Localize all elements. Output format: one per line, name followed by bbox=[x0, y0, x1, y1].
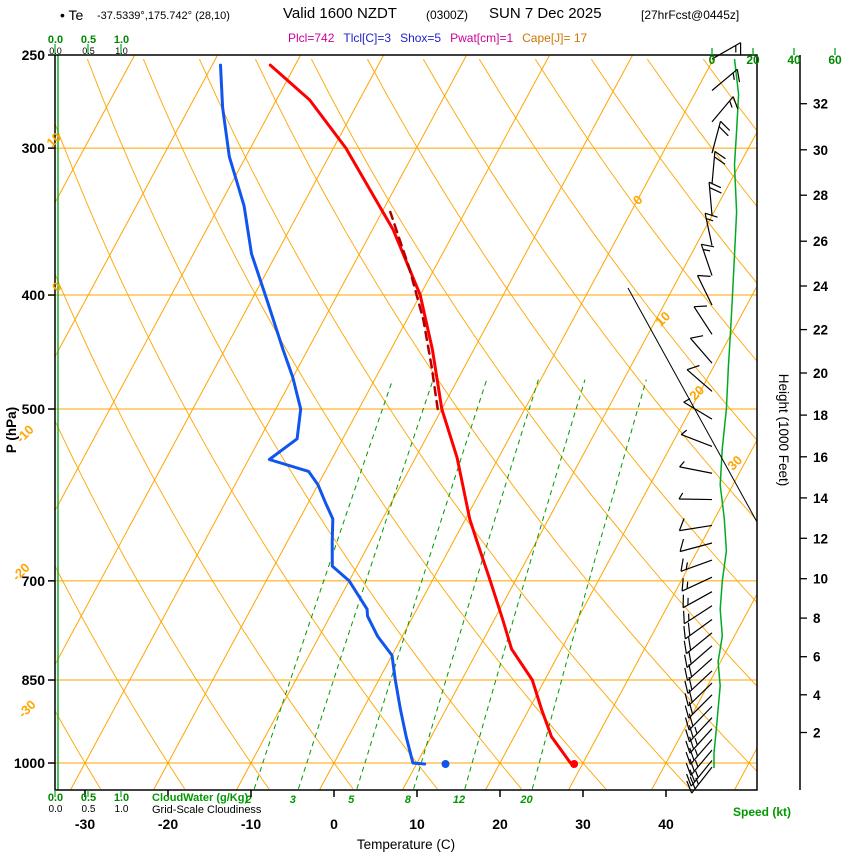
scale-tick-label: 0.0 bbox=[47, 792, 64, 804]
scale-tick-label: 1.0 bbox=[115, 46, 128, 56]
surface-marker bbox=[570, 760, 579, 768]
pressure-tick-label: 850 bbox=[22, 672, 46, 688]
stability-index: Cape[J]= 17 bbox=[522, 31, 588, 45]
dry-adiabat-label: 10 bbox=[43, 129, 64, 150]
scale-tick-label: 1.0 bbox=[113, 792, 130, 804]
mixing-ratio-label: 3 bbox=[290, 794, 296, 806]
pressure-axis-title: P (hPa) bbox=[4, 407, 19, 453]
mixing-ratio-line bbox=[531, 379, 647, 790]
scale-tick-label: 1.0 bbox=[114, 804, 129, 815]
dry-adiabat-label: 0 bbox=[49, 279, 65, 295]
temp-tick-label: 20 bbox=[492, 816, 508, 832]
cloudwater-scale-bottom: 0.0 0.5 1.0 bbox=[39, 792, 138, 804]
pressure-tick-label: 500 bbox=[22, 401, 46, 417]
pressure-tick-label: 1000 bbox=[14, 755, 45, 771]
wind-barbs bbox=[678, 42, 742, 794]
scale-tick-label: 0.0 bbox=[47, 34, 64, 46]
isotherm-label: 30 bbox=[724, 452, 745, 473]
temperature-curve bbox=[268, 63, 576, 766]
height-axis-title: Height (1000 Feet) bbox=[776, 374, 791, 487]
cloudiness-scale-top: 0.0 0.5 1.0 bbox=[39, 46, 138, 56]
temp-tick-label: -20 bbox=[158, 816, 178, 832]
scale-tick-label: 0.0 bbox=[49, 46, 62, 56]
scale-tick-label: 0.5 bbox=[81, 804, 96, 815]
stability-indices: Plcl=742 Tlcl[C]=3 Shox=5 Pwat[cm]=1 Cape[J]… bbox=[288, 31, 587, 45]
pressure-tick-label: 700 bbox=[22, 573, 46, 589]
temp-tick-label: -30 bbox=[75, 816, 95, 832]
analysis-time-label: (0300Z) bbox=[426, 8, 469, 22]
scale-tick-label: 0.5 bbox=[80, 792, 97, 804]
height-tick-label: 8 bbox=[813, 611, 821, 626]
station-label: • Te bbox=[60, 7, 84, 23]
plot-border bbox=[54, 54, 758, 791]
mixing-ratio-line bbox=[413, 379, 539, 790]
height-tick-label: 26 bbox=[813, 234, 829, 249]
isotherm-label: 10 bbox=[652, 308, 673, 329]
mixing-ratio-line bbox=[297, 379, 434, 790]
height-tick-label: 10 bbox=[813, 572, 828, 587]
stability-index: Shox=5 bbox=[400, 31, 442, 45]
grid-lines bbox=[55, 55, 757, 790]
temp-axis-title: Temperature (C) bbox=[357, 837, 455, 852]
height-tick-label: 20 bbox=[813, 366, 828, 381]
pressure-tick-label: 300 bbox=[22, 140, 46, 156]
valid-time-label: Valid 1600 NZDT bbox=[283, 5, 397, 22]
mixing-ratio-label: 2 bbox=[245, 794, 252, 806]
isotherm-label: 0 bbox=[630, 192, 646, 208]
forecast-hour-label: [27hrFcst@0445z] bbox=[641, 8, 740, 22]
temp-tick-label: -10 bbox=[241, 816, 261, 832]
scale-tick-label: 0.5 bbox=[80, 34, 97, 46]
valid-date-label: SUN 7 Dec 2025 bbox=[489, 5, 602, 22]
dry-adiabat-label: -30 bbox=[15, 697, 39, 721]
cloudwater-scale-top: 0.0 0.5 1.0 bbox=[39, 34, 138, 46]
height-tick-label: 32 bbox=[813, 97, 828, 112]
cloudwater-axis-label: CloudWater (g/Kg) bbox=[152, 792, 249, 804]
speed-axis-label: Speed (kt) bbox=[733, 805, 791, 819]
cloudiness-scale-bottom: 0.0 0.5 1.0 bbox=[39, 804, 138, 815]
scale-tick-label: 1.0 bbox=[113, 34, 130, 46]
temp-tick-label: 10 bbox=[409, 816, 425, 832]
barb-area-boundary bbox=[627, 287, 758, 523]
height-tick-label: 12 bbox=[813, 531, 828, 546]
mixing-ratio-line bbox=[464, 379, 586, 790]
mixing-ratio-label: 5 bbox=[348, 794, 355, 806]
height-tick-label: 28 bbox=[813, 188, 829, 203]
height-tick-label: 22 bbox=[813, 323, 828, 338]
temp-tick-label: 0 bbox=[330, 816, 338, 832]
speed-tick-label: 60 bbox=[828, 53, 842, 67]
dewpoint-curve bbox=[219, 63, 427, 766]
speed-tick-label: 0 bbox=[709, 53, 716, 67]
coords-label: -37.5339°,175.742° (28,10) bbox=[97, 10, 230, 22]
scale-tick-label: 0.0 bbox=[48, 804, 63, 815]
height-tick-label: 4 bbox=[813, 688, 821, 703]
speed-tick-label: 40 bbox=[787, 53, 801, 67]
parcel-trace bbox=[389, 210, 439, 411]
cloudiness-axis-label: Grid-Scale Cloudiness bbox=[152, 804, 262, 816]
mixing-ratio-label: 8 bbox=[405, 794, 412, 806]
mixing-ratio-label: 20 bbox=[519, 794, 533, 806]
height-tick-label: 6 bbox=[813, 650, 821, 665]
height-tick-label: 2 bbox=[813, 726, 821, 741]
wind-speed-line bbox=[713, 59, 740, 769]
temp-tick-label: 30 bbox=[575, 816, 591, 832]
mixing-ratio-label: 12 bbox=[453, 794, 465, 806]
height-tick-label: 24 bbox=[813, 279, 829, 294]
scale-tick-label: 0.5 bbox=[82, 46, 95, 56]
stability-index: Tlcl[C]=3 bbox=[343, 31, 392, 45]
height-tick-label: 14 bbox=[813, 491, 829, 506]
pressure-tick-label: 250 bbox=[22, 47, 46, 63]
speed-tick-label: 20 bbox=[746, 53, 760, 67]
pressure-tick-label: 400 bbox=[22, 287, 46, 303]
height-tick-label: 16 bbox=[813, 450, 829, 465]
temp-tick-label: 40 bbox=[658, 816, 674, 832]
surface-marker bbox=[441, 760, 450, 768]
mixing-ratio-line bbox=[356, 379, 488, 790]
mixing-ratio-line bbox=[253, 379, 394, 790]
height-tick-label: 18 bbox=[813, 408, 829, 423]
height-tick-label: 30 bbox=[813, 143, 828, 158]
stability-index: Pwat[cm]=1 bbox=[450, 31, 514, 45]
stability-index: Plcl=742 bbox=[288, 31, 335, 45]
